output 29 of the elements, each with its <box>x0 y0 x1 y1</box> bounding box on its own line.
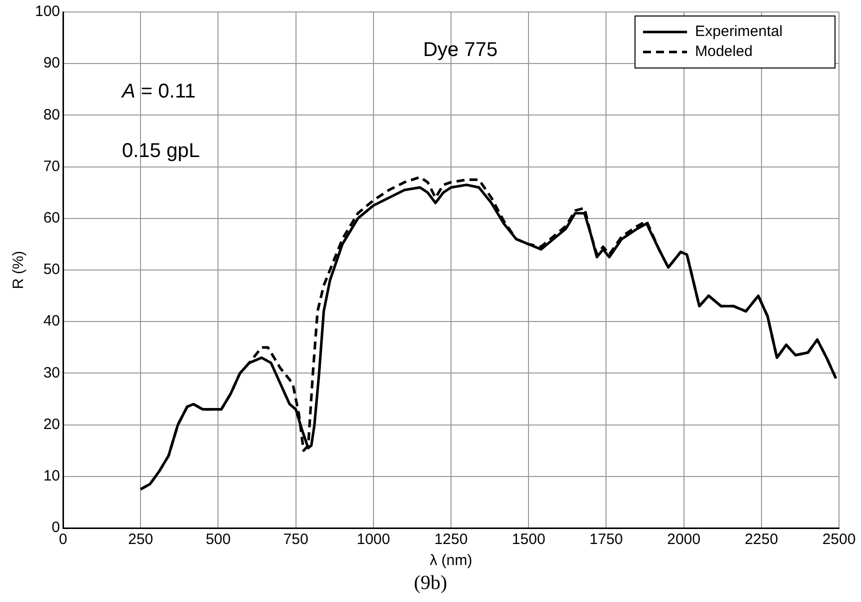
y-tick-label: 50 <box>43 261 60 278</box>
y-tick-label: 100 <box>34 3 60 20</box>
x-tick-label: 2000 <box>667 531 700 548</box>
annotation: Dye 775 <box>423 39 498 62</box>
text: (9b) <box>412 572 448 595</box>
x-tick-label: 750 <box>283 531 308 548</box>
y-axis-title: R (%) <box>10 250 28 290</box>
x-tick-label: 250 <box>128 531 154 548</box>
x-axis-title: λ (nm) <box>430 552 472 570</box>
annotation: 0.15 gpL <box>122 140 200 162</box>
x-tick-label: 1250 <box>434 531 468 548</box>
annotation: A = 0.11 <box>121 80 196 103</box>
y-tick-label: 70 <box>43 158 60 175</box>
y-tick-label: 30 <box>43 364 60 382</box>
x-tick-label: 1750 <box>590 531 623 548</box>
x-tick-label: 2250 <box>744 531 778 548</box>
x-tick-label: 500 <box>206 531 231 548</box>
y-tick-label: 40 <box>43 312 60 330</box>
y-tick-label: 0 <box>52 519 60 536</box>
y-tick-label: 90 <box>43 54 60 72</box>
y-tick-label: 60 <box>43 210 60 227</box>
y-tick-label: 20 <box>43 416 60 433</box>
legend-label: Modeled <box>695 43 753 60</box>
legend-label: Experimental <box>695 23 783 40</box>
x-tick-label: 2500 <box>822 531 856 548</box>
y-tick-label: 80 <box>43 106 60 124</box>
x-tick-label: 1000 <box>356 531 390 548</box>
x-tick-label: 1500 <box>512 531 546 548</box>
y-tick-label: 10 <box>43 468 60 485</box>
